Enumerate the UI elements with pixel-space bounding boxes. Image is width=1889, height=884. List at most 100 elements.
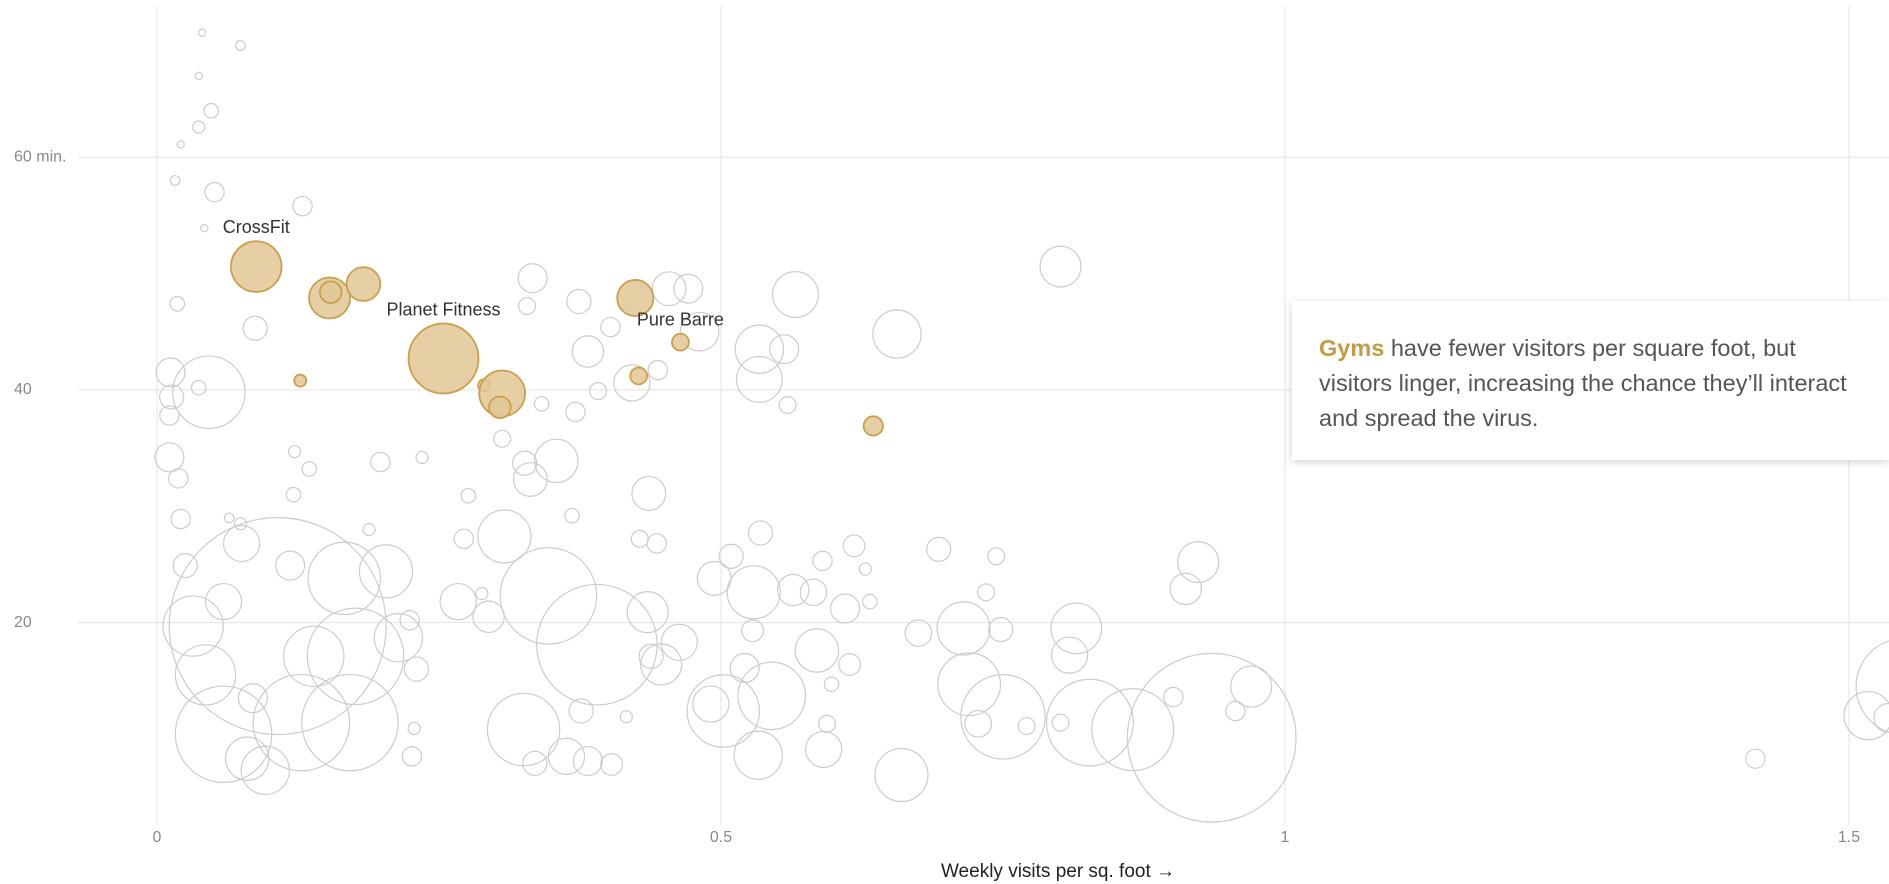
bubble bbox=[169, 295, 186, 312]
bubble bbox=[197, 28, 207, 37]
bubble bbox=[1225, 700, 1246, 722]
bubble bbox=[769, 334, 800, 365]
bubble bbox=[572, 745, 603, 777]
bubble bbox=[1169, 572, 1203, 606]
bubble bbox=[812, 550, 833, 572]
bubble bbox=[1050, 636, 1089, 674]
bubble bbox=[771, 271, 819, 319]
bubble bbox=[358, 544, 414, 599]
bubble bbox=[1051, 713, 1070, 732]
bubble bbox=[872, 309, 922, 359]
bubble bbox=[1163, 686, 1184, 708]
bubble bbox=[960, 674, 1046, 760]
bubble bbox=[566, 288, 592, 315]
gym-bubble bbox=[345, 266, 382, 302]
bubble bbox=[1050, 602, 1103, 655]
bubble bbox=[1091, 688, 1175, 772]
bubble bbox=[737, 661, 807, 731]
bubble bbox=[600, 316, 621, 338]
bubble bbox=[565, 401, 586, 423]
x-tick-label: 0 bbox=[153, 829, 162, 846]
bubble bbox=[172, 355, 246, 429]
bubble bbox=[733, 730, 783, 780]
bubble bbox=[242, 315, 268, 341]
bubble bbox=[794, 628, 840, 673]
bubble bbox=[626, 591, 669, 634]
bubble bbox=[301, 461, 318, 477]
bubble bbox=[660, 623, 698, 662]
bubble bbox=[306, 607, 405, 706]
bubble bbox=[307, 541, 381, 616]
bubble bbox=[778, 395, 797, 415]
bubble bbox=[522, 750, 548, 776]
bubble bbox=[817, 714, 837, 733]
bubble bbox=[904, 619, 933, 647]
bubble bbox=[453, 528, 475, 550]
bubble bbox=[1855, 640, 1889, 733]
bubble bbox=[1230, 665, 1273, 708]
bubble bbox=[619, 710, 633, 724]
gym-bubble bbox=[230, 240, 283, 293]
bubble bbox=[830, 593, 861, 624]
bubble bbox=[159, 405, 180, 426]
x-tick-label: 1 bbox=[1281, 829, 1290, 846]
bubble bbox=[1843, 690, 1889, 741]
bubble bbox=[154, 442, 185, 473]
bubble bbox=[862, 593, 878, 610]
y-tick-label: 40 bbox=[14, 381, 32, 398]
bubble bbox=[729, 652, 760, 684]
bubble bbox=[534, 438, 579, 484]
bubble bbox=[936, 601, 991, 656]
bubble bbox=[285, 486, 302, 503]
bubble bbox=[237, 683, 268, 714]
bubble bbox=[926, 536, 952, 562]
bubble bbox=[240, 745, 290, 796]
bubble bbox=[192, 120, 206, 134]
bubble bbox=[964, 709, 993, 738]
bubble bbox=[172, 552, 198, 579]
bubble bbox=[533, 396, 550, 412]
bubble bbox=[735, 355, 783, 403]
bubble bbox=[1039, 245, 1082, 288]
bubble bbox=[233, 517, 248, 531]
bubble bbox=[517, 263, 548, 294]
bubble bbox=[536, 583, 658, 706]
bubble bbox=[222, 524, 261, 563]
bubble bbox=[200, 223, 209, 233]
bubble bbox=[842, 534, 866, 558]
bubble bbox=[1017, 717, 1036, 736]
bubble bbox=[874, 747, 929, 803]
bubble bbox=[439, 582, 477, 621]
gym-bubble bbox=[629, 366, 648, 386]
bubble bbox=[275, 550, 306, 581]
bubble bbox=[460, 487, 477, 504]
bubble bbox=[475, 586, 489, 601]
bubble bbox=[373, 613, 424, 663]
y-tick-label: 60 min. bbox=[14, 148, 66, 165]
x-tick-label: 0.5 bbox=[710, 829, 732, 846]
bubble bbox=[493, 429, 512, 448]
bubble bbox=[370, 451, 391, 473]
bubble bbox=[283, 625, 345, 688]
bubble bbox=[804, 730, 843, 769]
bubble bbox=[838, 653, 862, 676]
bubble bbox=[987, 547, 1006, 566]
bubble bbox=[512, 462, 548, 497]
bubble bbox=[747, 520, 774, 546]
gym-bubble bbox=[616, 279, 655, 317]
bubble bbox=[415, 450, 429, 465]
gym-bubble bbox=[407, 322, 480, 395]
bubble bbox=[292, 195, 313, 217]
bubble bbox=[512, 450, 538, 476]
bubble bbox=[776, 573, 810, 607]
bubble bbox=[155, 357, 186, 388]
bubble bbox=[718, 543, 744, 569]
bubble bbox=[204, 582, 243, 621]
bubble bbox=[726, 565, 781, 620]
gym-bubble bbox=[318, 280, 343, 304]
bubble bbox=[1873, 702, 1889, 734]
bubble bbox=[162, 595, 224, 657]
bubble bbox=[734, 324, 785, 374]
bubble bbox=[169, 175, 181, 186]
